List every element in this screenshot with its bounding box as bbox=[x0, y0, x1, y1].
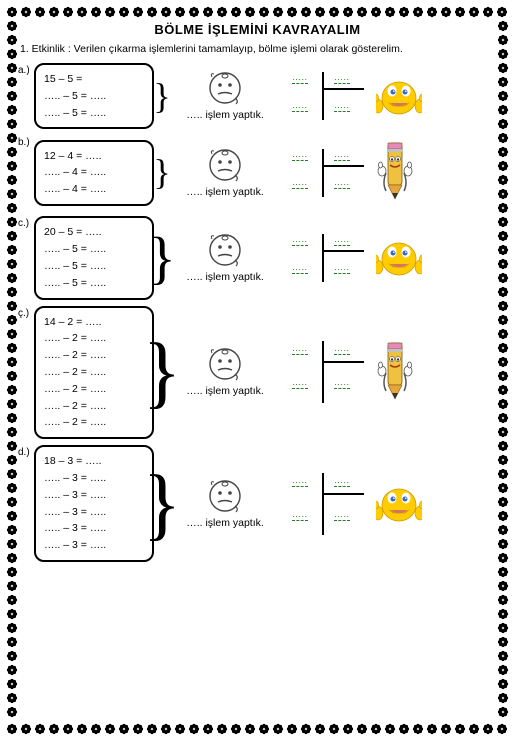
subtraction-line: ….. – 3 = ….. bbox=[44, 520, 144, 537]
subtraction-line: ….. – 5 = ….. bbox=[44, 275, 144, 292]
page-title: BÖLME İŞLEMİNİ KAVRAYALIM bbox=[20, 22, 495, 37]
subtraction-line: ….. – 3 = ….. bbox=[44, 537, 144, 554]
subtraction-line: ….. – 3 = ….. bbox=[44, 487, 144, 504]
pencil-mascot-icon bbox=[370, 335, 414, 410]
blank-dots: ….. bbox=[292, 149, 308, 161]
blank-dots: ….. bbox=[292, 72, 308, 84]
activity-letter: d.) bbox=[18, 447, 30, 458]
islem-text: ….. işlem yaptık. bbox=[170, 517, 280, 529]
activity-row: ç.)14 – 2 = …..….. – 2 = …..….. – 2 = ….… bbox=[20, 306, 495, 440]
curly-brace: } bbox=[154, 135, 170, 210]
pencil-mascot-icon bbox=[370, 135, 414, 210]
blank-dots: ….. bbox=[292, 234, 308, 246]
activity-letter: ç.) bbox=[18, 308, 29, 319]
instruction-text: 1. Etkinlik : Verilen çıkarma işlemlerin… bbox=[20, 43, 495, 55]
subtraction-box: 20 – 5 = …..….. – 5 = …..….. – 5 = …..….… bbox=[34, 216, 154, 299]
subtraction-line: ….. – 3 = ….. bbox=[44, 504, 144, 521]
islem-text: ….. işlem yaptık. bbox=[170, 186, 280, 198]
subtraction-line: 14 – 2 = ….. bbox=[44, 314, 144, 331]
subtraction-line: ….. – 2 = ….. bbox=[44, 398, 144, 415]
subtraction-line: 20 – 5 = ….. bbox=[44, 224, 144, 241]
blank-dots: ….. bbox=[292, 509, 308, 521]
activity-letter: a.) bbox=[18, 65, 30, 76]
blank-dots: ….. bbox=[334, 509, 350, 521]
division-frame: ….. ….. ….. ….. bbox=[280, 66, 370, 126]
mid-column: ….. işlem yaptık. bbox=[170, 233, 280, 283]
blank-dots: ….. bbox=[292, 177, 308, 189]
blank-dots: ….. bbox=[334, 100, 350, 112]
subtraction-box: 15 – 5 =….. – 5 = …..….. – 5 = ….. bbox=[34, 63, 154, 129]
division-frame: ….. ….. ….. ….. bbox=[280, 465, 370, 543]
emoji-thumbsup-icon bbox=[370, 233, 422, 282]
blank-dots: ….. bbox=[334, 343, 350, 355]
subtraction-line: ….. – 4 = ….. bbox=[44, 181, 144, 198]
subtraction-line: ….. – 2 = ….. bbox=[44, 381, 144, 398]
blank-dots: ….. bbox=[292, 377, 308, 389]
mid-column: ….. işlem yaptık. bbox=[170, 71, 280, 121]
blank-dots: ….. bbox=[334, 234, 350, 246]
division-frame: ….. ….. ….. ….. bbox=[280, 143, 370, 203]
blank-dots: ….. bbox=[334, 475, 350, 487]
subtraction-line: ….. – 2 = ….. bbox=[44, 364, 144, 381]
blank-dots: ….. bbox=[334, 149, 350, 161]
thinking-face-icon bbox=[208, 479, 242, 513]
blank-dots: ….. bbox=[334, 72, 350, 84]
activity-row: a.)15 – 5 =….. – 5 = …..….. – 5 = …..}….… bbox=[20, 63, 495, 129]
division-frame: ….. ….. ….. ….. bbox=[280, 333, 370, 411]
blank-dots: ….. bbox=[334, 377, 350, 389]
subtraction-line: ….. – 5 = ….. bbox=[44, 88, 144, 105]
emoji-thumbsup-icon bbox=[370, 479, 422, 528]
subtraction-line: ….. – 4 = ….. bbox=[44, 164, 144, 181]
subtraction-box: 14 – 2 = …..….. – 2 = …..….. – 2 = …..….… bbox=[34, 306, 154, 440]
thinking-face-icon bbox=[208, 233, 242, 267]
mid-column: ….. işlem yaptık. bbox=[170, 148, 280, 198]
curly-brace: } bbox=[154, 63, 170, 129]
subtraction-line: ….. – 5 = ….. bbox=[44, 258, 144, 275]
blank-dots: ….. bbox=[292, 100, 308, 112]
islem-text: ….. işlem yaptık. bbox=[170, 271, 280, 283]
subtraction-line: 12 – 4 = ….. bbox=[44, 148, 144, 165]
blank-dots: ….. bbox=[292, 475, 308, 487]
curly-brace: } bbox=[154, 216, 170, 299]
blank-dots: ….. bbox=[334, 262, 350, 274]
subtraction-line: 15 – 5 = bbox=[44, 71, 144, 88]
blank-dots: ….. bbox=[292, 343, 308, 355]
curly-brace: } bbox=[154, 445, 170, 562]
division-frame: ….. ….. ….. ….. bbox=[280, 228, 370, 288]
mid-column: ….. işlem yaptık. bbox=[170, 347, 280, 397]
activity-letter: c.) bbox=[18, 218, 29, 229]
thinking-face-icon bbox=[208, 148, 242, 182]
thinking-face-icon bbox=[208, 347, 242, 381]
subtraction-box: 12 – 4 = …..….. – 4 = …..….. – 4 = ….. bbox=[34, 140, 154, 206]
subtraction-line: ….. – 2 = ….. bbox=[44, 330, 144, 347]
activity-row: c.)20 – 5 = …..….. – 5 = …..….. – 5 = ….… bbox=[20, 216, 495, 299]
activity-letter: b.) bbox=[18, 137, 30, 148]
subtraction-line: ….. – 5 = ….. bbox=[44, 241, 144, 258]
activity-row: d.)18 – 3 = …..….. – 3 = …..….. – 3 = ….… bbox=[20, 445, 495, 562]
subtraction-line: ….. – 2 = ….. bbox=[44, 347, 144, 364]
islem-text: ….. işlem yaptık. bbox=[170, 385, 280, 397]
subtraction-line: 18 – 3 = ….. bbox=[44, 453, 144, 470]
blank-dots: ….. bbox=[292, 262, 308, 274]
subtraction-box: 18 – 3 = …..….. – 3 = …..….. – 3 = …..….… bbox=[34, 445, 154, 562]
subtraction-line: ….. – 5 = ….. bbox=[44, 105, 144, 122]
emoji-thumbsup-icon bbox=[370, 72, 422, 121]
blank-dots: ….. bbox=[334, 177, 350, 189]
thinking-face-icon bbox=[208, 71, 242, 105]
activity-row: b.)12 – 4 = …..….. – 4 = …..….. – 4 = ….… bbox=[20, 135, 495, 210]
islem-text: ….. işlem yaptık. bbox=[170, 109, 280, 121]
mid-column: ….. işlem yaptık. bbox=[170, 479, 280, 529]
curly-brace: } bbox=[154, 306, 170, 440]
subtraction-line: ….. – 2 = ….. bbox=[44, 414, 144, 431]
subtraction-line: ….. – 3 = ….. bbox=[44, 470, 144, 487]
